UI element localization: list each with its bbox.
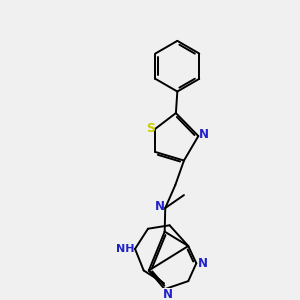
- Text: NH: NH: [116, 244, 134, 254]
- Text: S: S: [146, 122, 155, 135]
- Text: N: N: [199, 128, 209, 141]
- Text: N: N: [155, 200, 165, 213]
- Text: N: N: [198, 257, 208, 270]
- Text: N: N: [163, 288, 172, 300]
